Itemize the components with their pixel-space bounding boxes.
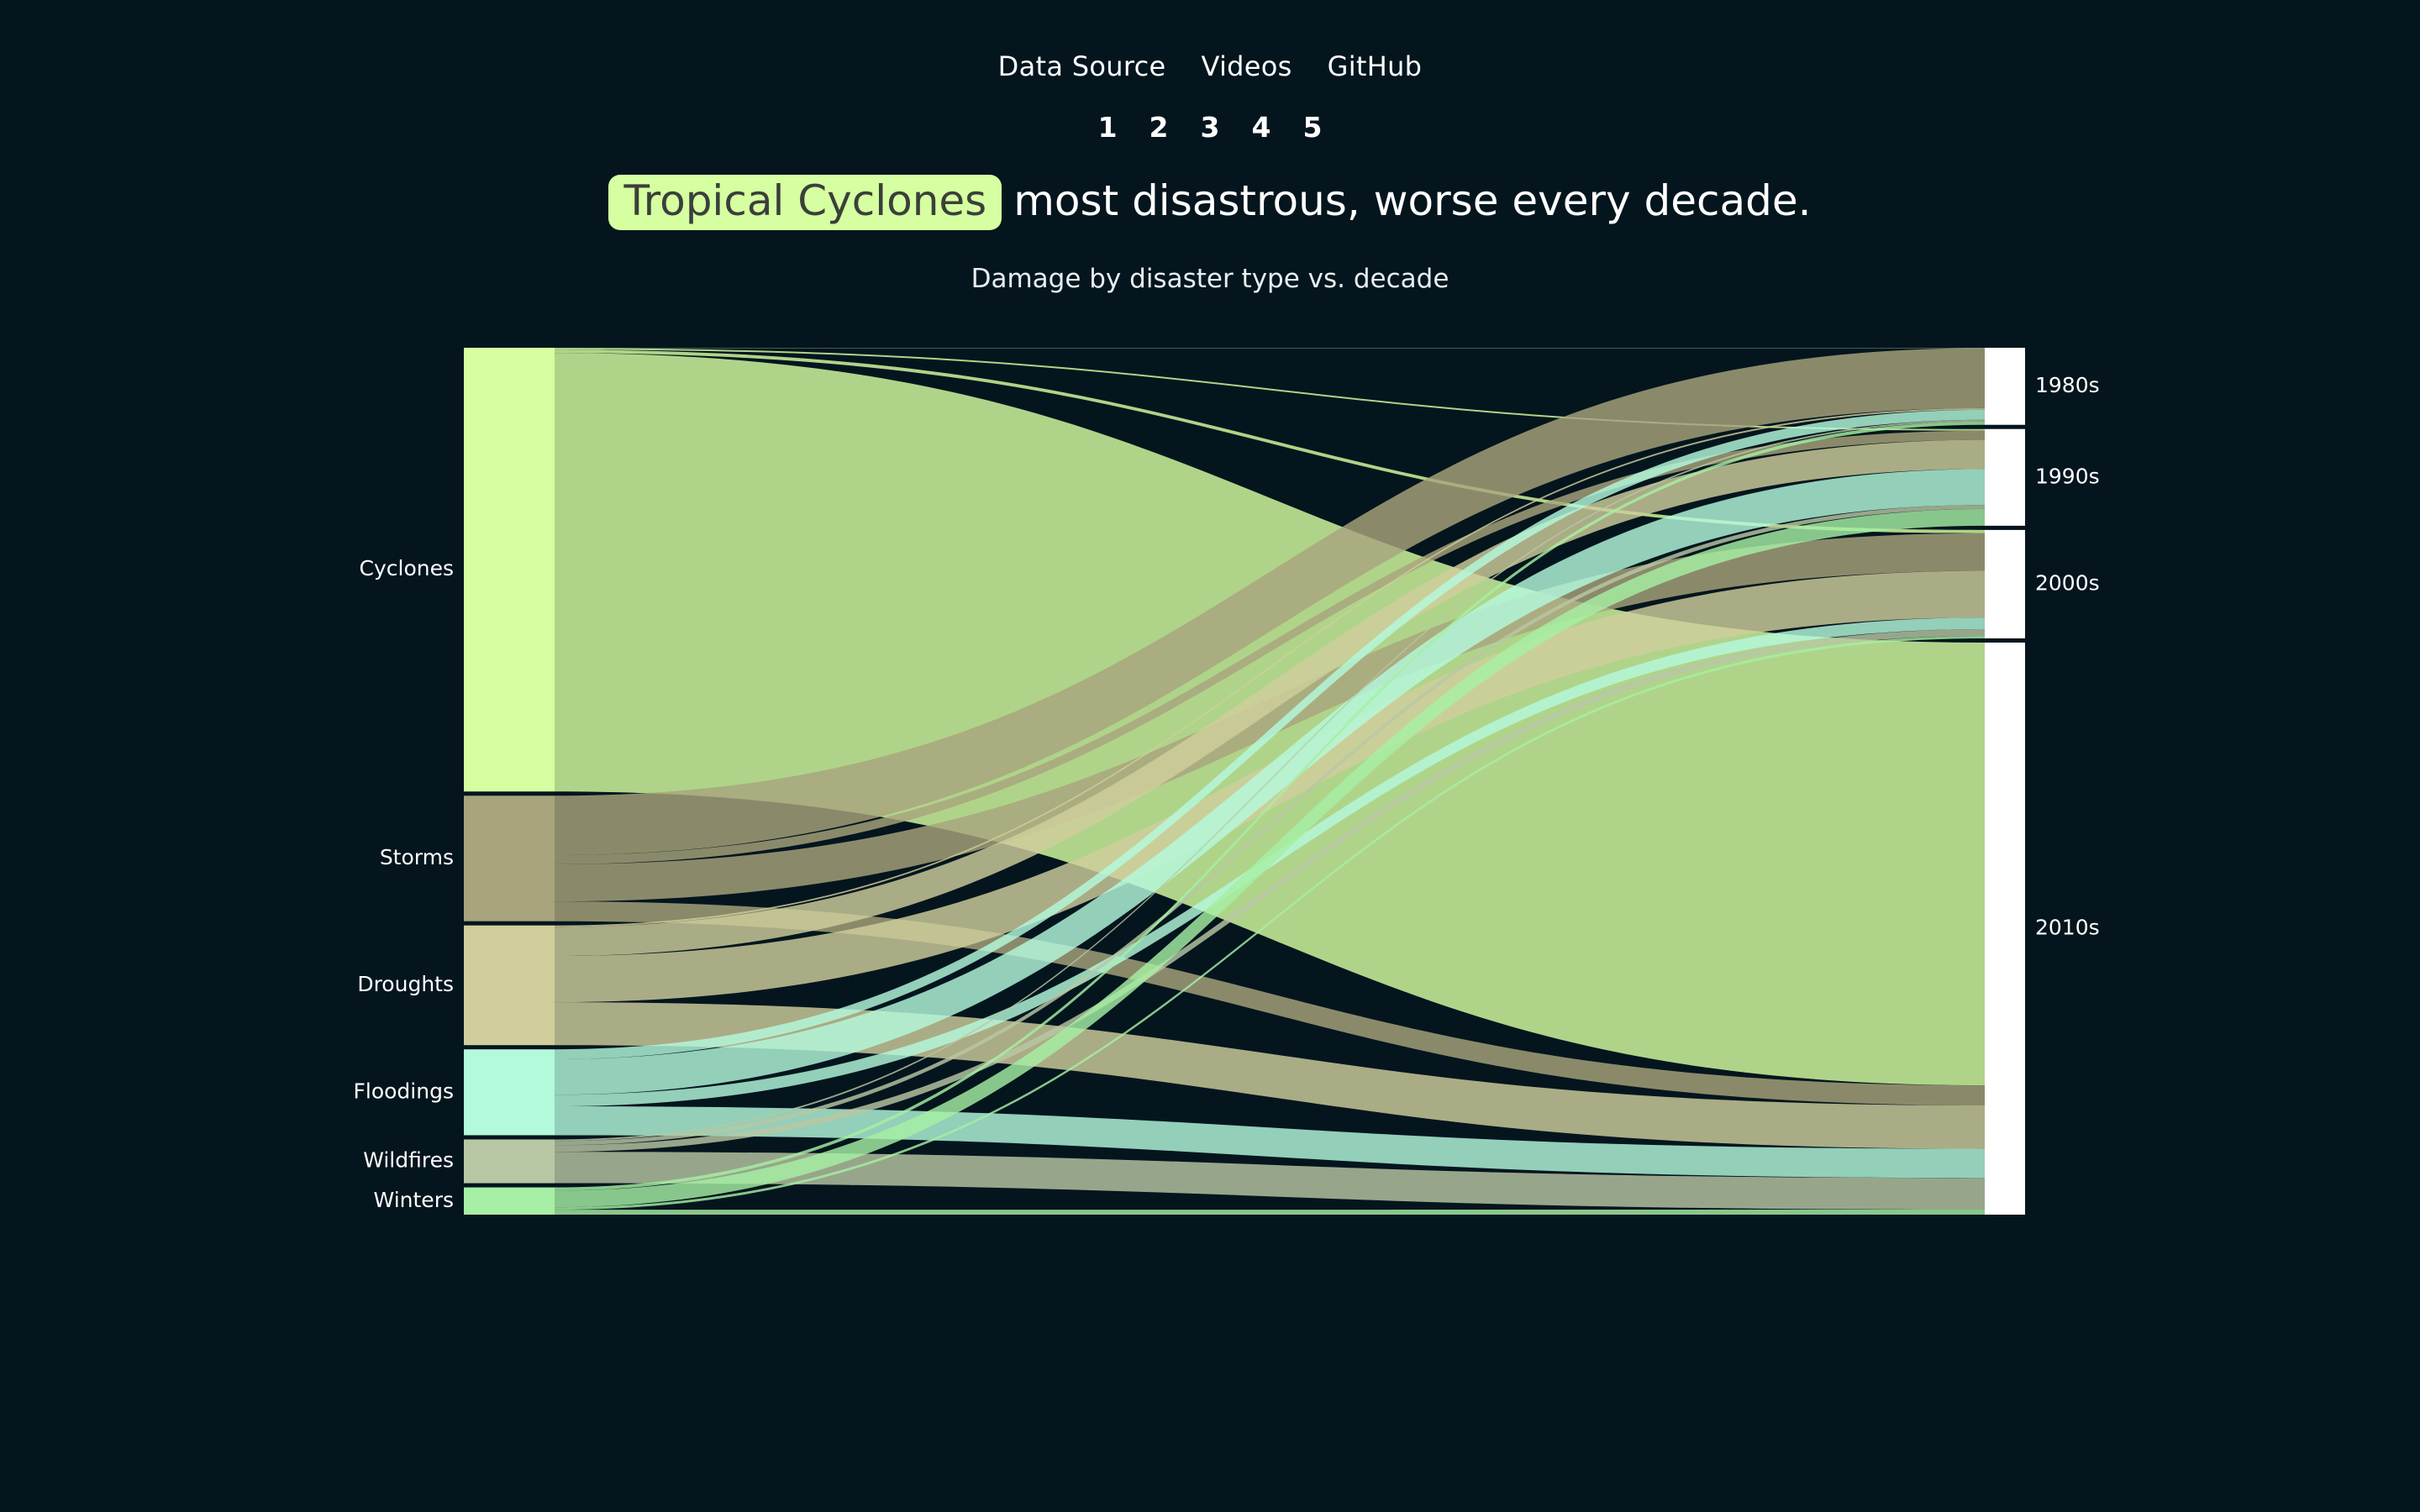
source-label-storms: Storms <box>380 845 454 869</box>
nav-link-videos[interactable]: Videos <box>1201 50 1292 82</box>
source-label-cyclones: Cyclones <box>360 556 455 580</box>
flow-wildfires-1980s[interactable] <box>555 419 1985 1142</box>
flow-storms-2010s[interactable] <box>555 901 1985 1105</box>
flow-cyclones-2000s[interactable] <box>555 349 1985 533</box>
top-nav: Data Source Videos GitHub <box>0 50 2420 82</box>
source-label-floodings: Floodings <box>354 1079 454 1103</box>
flow-winters-2000s[interactable] <box>555 635 1985 1210</box>
flow-droughts-1980s[interactable] <box>555 407 1985 927</box>
page-link-3[interactable]: 3 <box>1200 111 1220 144</box>
source-label-winters: Winters <box>374 1188 454 1212</box>
page-selector: 1 2 3 4 5 <box>0 111 2420 144</box>
flow-droughts-1990s[interactable] <box>555 439 1985 957</box>
flow-winters-1990s[interactable] <box>555 509 1985 1208</box>
sankey-links <box>555 348 1985 1215</box>
target-node-2000s[interactable] <box>1985 529 2025 638</box>
target-label-1990s: 1990s <box>2035 464 2100 488</box>
flow-wildfires-1990s[interactable] <box>555 505 1985 1146</box>
target-node-1980s[interactable] <box>1985 348 2025 425</box>
source-node-droughts[interactable] <box>464 925 555 1046</box>
page-link-2[interactable]: 2 <box>1149 111 1169 144</box>
flow-floodings-1980s[interactable] <box>555 409 1985 1060</box>
target-label-2000s: 2000s <box>2035 570 2100 595</box>
target-label-2010s: 2010s <box>2035 915 2100 939</box>
flow-storms-1990s[interactable] <box>555 430 1985 864</box>
flow-droughts-2010s[interactable] <box>555 1002 1985 1149</box>
nav-link-github[interactable]: GitHub <box>1327 50 1423 82</box>
source-node-cyclones[interactable] <box>464 348 555 792</box>
chart-subtitle: Damage by disaster type vs. decade <box>971 264 1449 294</box>
target-label-1980s: 1980s <box>2035 373 2100 397</box>
source-label-droughts: Droughts <box>357 972 454 996</box>
target-node-1990s[interactable] <box>1985 428 2025 526</box>
page-link-1[interactable]: 1 <box>1097 111 1118 144</box>
page-link-5[interactable]: 5 <box>1302 111 1323 144</box>
source-label-wildfires: Wildfires <box>363 1148 454 1173</box>
source-node-storms[interactable] <box>464 795 555 921</box>
flow-winters-1980s[interactable] <box>555 421 1985 1191</box>
sankey-labels: Cyclones Storms Droughts Floodings Wildfires… <box>354 373 2100 1212</box>
sankey-nodes <box>464 348 2025 1215</box>
source-node-floodings[interactable] <box>464 1049 555 1136</box>
flow-cyclones-1990s[interactable] <box>555 348 1985 431</box>
flow-floodings-1990s[interactable] <box>555 469 1985 1095</box>
flow-storms-2000s[interactable] <box>555 533 1985 902</box>
source-node-wildfires[interactable] <box>464 1139 555 1184</box>
page-headline: Tropical Cyclones most disastrous, worse … <box>0 175 2420 230</box>
flow-winters-2010s[interactable] <box>555 1210 1985 1215</box>
page-link-4[interactable]: 4 <box>1251 111 1271 144</box>
headline-rest: most disastrous, worse every decade. <box>1013 176 1812 225</box>
flow-storms-1980s[interactable] <box>555 348 1985 856</box>
target-node-2010s[interactable] <box>1985 642 2025 1215</box>
nav-link-data-source[interactable]: Data Source <box>997 50 1166 82</box>
headline-highlight: Tropical Cyclones <box>608 175 1002 230</box>
flow-wildfires-2000s[interactable] <box>555 629 1985 1152</box>
source-node-winters[interactable] <box>464 1187 555 1215</box>
flow-wildfires-2010s[interactable] <box>555 1152 1985 1210</box>
